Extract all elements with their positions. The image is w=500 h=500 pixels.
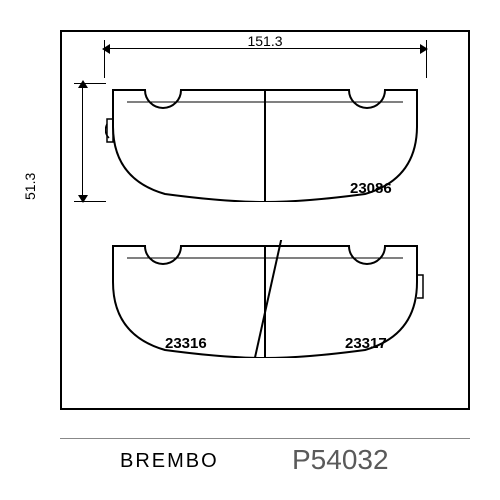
divider xyxy=(60,438,470,439)
arrow-up-icon xyxy=(78,80,88,88)
technical-diagram: 151.3 51.3 23086 23316 23317 xyxy=(60,30,470,410)
dim-height-value: 51.3 xyxy=(22,173,38,200)
part-id-top: 23086 xyxy=(350,180,392,197)
arrow-down-icon xyxy=(78,195,88,203)
dim-height-line xyxy=(82,85,83,200)
part-id-bottom-left: 23316 xyxy=(165,335,207,352)
part-id-bottom-right: 23317 xyxy=(345,335,387,352)
brand-label: BREMBO xyxy=(120,450,219,473)
part-number-label: P54032 xyxy=(292,444,389,476)
dim-width-value: 151.3 xyxy=(60,33,470,49)
